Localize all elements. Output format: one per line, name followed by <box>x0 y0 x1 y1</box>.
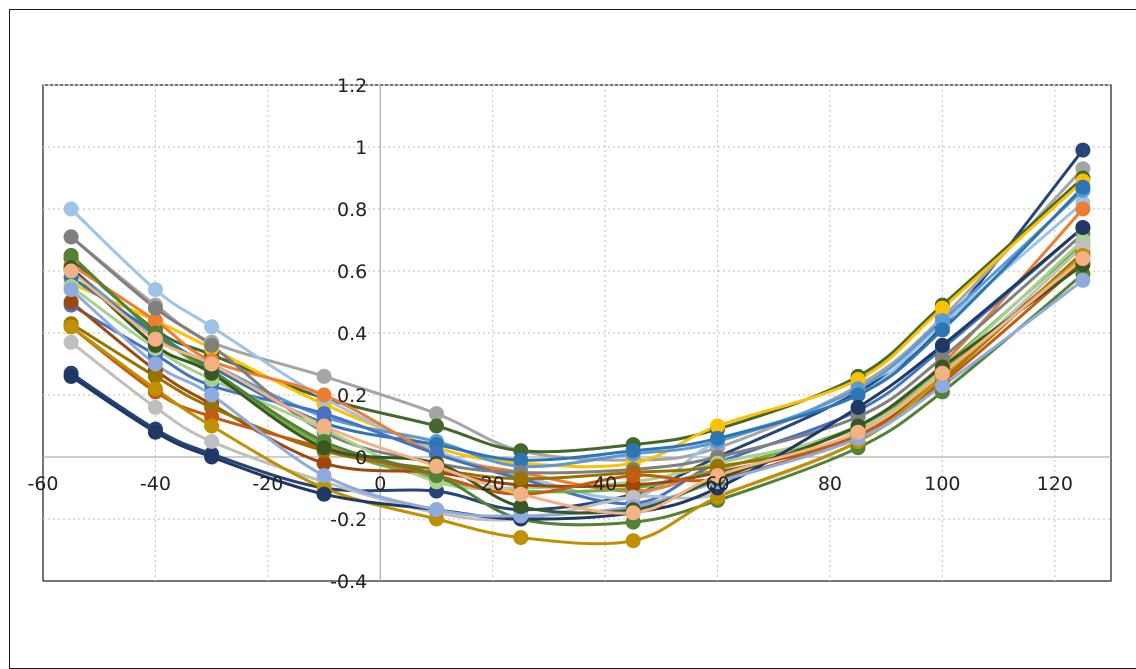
data-point <box>428 458 444 474</box>
x-tick-label: -60 <box>27 473 58 495</box>
data-point <box>513 499 529 515</box>
data-point <box>850 387 866 403</box>
data-point <box>316 418 332 434</box>
x-tick-label: 40 <box>593 473 617 495</box>
data-point <box>513 471 529 487</box>
y-tick-label: -0.2 <box>330 509 367 531</box>
series-line <box>70 232 1084 475</box>
data-point <box>1075 201 1091 217</box>
x-tick-label: 20 <box>481 473 505 495</box>
series-line <box>70 254 1084 546</box>
data-point <box>625 468 641 484</box>
series-line <box>70 254 1084 488</box>
data-point <box>63 248 79 263</box>
data-point <box>63 334 79 350</box>
x-tick-label: -40 <box>140 473 171 495</box>
y-tick-label: 0.6 <box>337 261 367 283</box>
data-point <box>147 356 163 372</box>
data-point <box>934 322 950 338</box>
data-point <box>316 387 332 403</box>
y-tick-label: 0.2 <box>337 385 367 407</box>
y-tick-label: 1.2 <box>337 75 367 97</box>
data-point <box>63 282 79 298</box>
x-tick-label: 120 <box>1037 473 1073 495</box>
data-point <box>1075 272 1091 288</box>
x-tick-label: -20 <box>252 473 283 495</box>
data-point <box>1075 251 1091 267</box>
data-point <box>710 430 726 446</box>
data-point <box>428 502 444 518</box>
data-point <box>204 434 220 449</box>
data-point <box>934 365 950 381</box>
data-point <box>63 294 79 310</box>
data-point <box>513 486 529 502</box>
data-point <box>1075 220 1091 236</box>
data-point <box>850 399 866 415</box>
data-point <box>316 455 332 471</box>
y-tick-label: 1 <box>355 137 367 159</box>
series-line <box>70 179 1084 469</box>
series-line <box>70 257 1084 515</box>
data-point <box>147 313 163 329</box>
data-point <box>63 201 79 217</box>
data-point <box>204 337 220 353</box>
data-point <box>63 229 79 245</box>
data-point <box>147 331 163 347</box>
data-point <box>147 368 163 384</box>
y-tick-label: 0.4 <box>337 323 367 345</box>
data-point <box>1075 179 1091 195</box>
x-tick-label: 100 <box>924 473 960 495</box>
data-point <box>204 356 220 372</box>
data-point <box>316 486 332 502</box>
data-point <box>204 319 220 335</box>
data-point <box>147 282 163 298</box>
data-point <box>316 406 332 422</box>
data-point <box>204 418 220 434</box>
data-point <box>850 424 866 440</box>
data-point <box>204 449 220 465</box>
data-point <box>63 319 79 335</box>
tick-labels: -60 -40 -20 0 20 40 60 80 100 120 -0.4 -0.2 0 0.2 0.4 0… <box>27 75 1072 593</box>
series-line <box>70 176 1084 454</box>
data-point <box>316 368 332 384</box>
data-point <box>204 387 220 403</box>
data-point <box>63 263 79 279</box>
data-point <box>1075 142 1091 158</box>
data-point <box>316 440 332 456</box>
series-markers <box>63 142 1091 549</box>
x-tick-label: 0 <box>374 473 386 495</box>
y-tick-label: 0 <box>355 447 367 469</box>
x-tick-label: 60 <box>705 473 729 495</box>
y-tick-label: -0.4 <box>330 571 367 593</box>
data-point <box>513 530 529 546</box>
data-point <box>63 368 79 384</box>
data-point <box>316 468 332 484</box>
series-line <box>70 279 1084 518</box>
data-point <box>147 381 163 397</box>
data-point <box>710 468 726 484</box>
data-point <box>625 533 641 549</box>
data-point <box>625 505 641 521</box>
data-point <box>147 399 163 415</box>
y-tick-label: 0.8 <box>337 199 367 221</box>
data-point <box>428 418 444 434</box>
line-chart: -60 -40 -20 0 20 40 60 80 100 120 -0.4 -0.2 0 0.2 0.4 0… <box>27 75 1112 593</box>
x-tick-label: 80 <box>818 473 842 495</box>
data-point <box>147 424 163 440</box>
series-line <box>70 254 1084 527</box>
data-point <box>934 300 950 316</box>
data-point <box>147 300 163 316</box>
data-point <box>934 378 950 394</box>
data-point <box>934 337 950 353</box>
data-point <box>513 452 529 468</box>
chart-area: -60 -40 -20 0 20 40 60 80 100 120 -0.4 -0.2 0 0.2 0.4 0… <box>9 9 1136 669</box>
data-point <box>625 443 641 459</box>
data-point <box>428 406 444 422</box>
data-point <box>710 418 726 434</box>
series-line <box>70 201 1084 500</box>
